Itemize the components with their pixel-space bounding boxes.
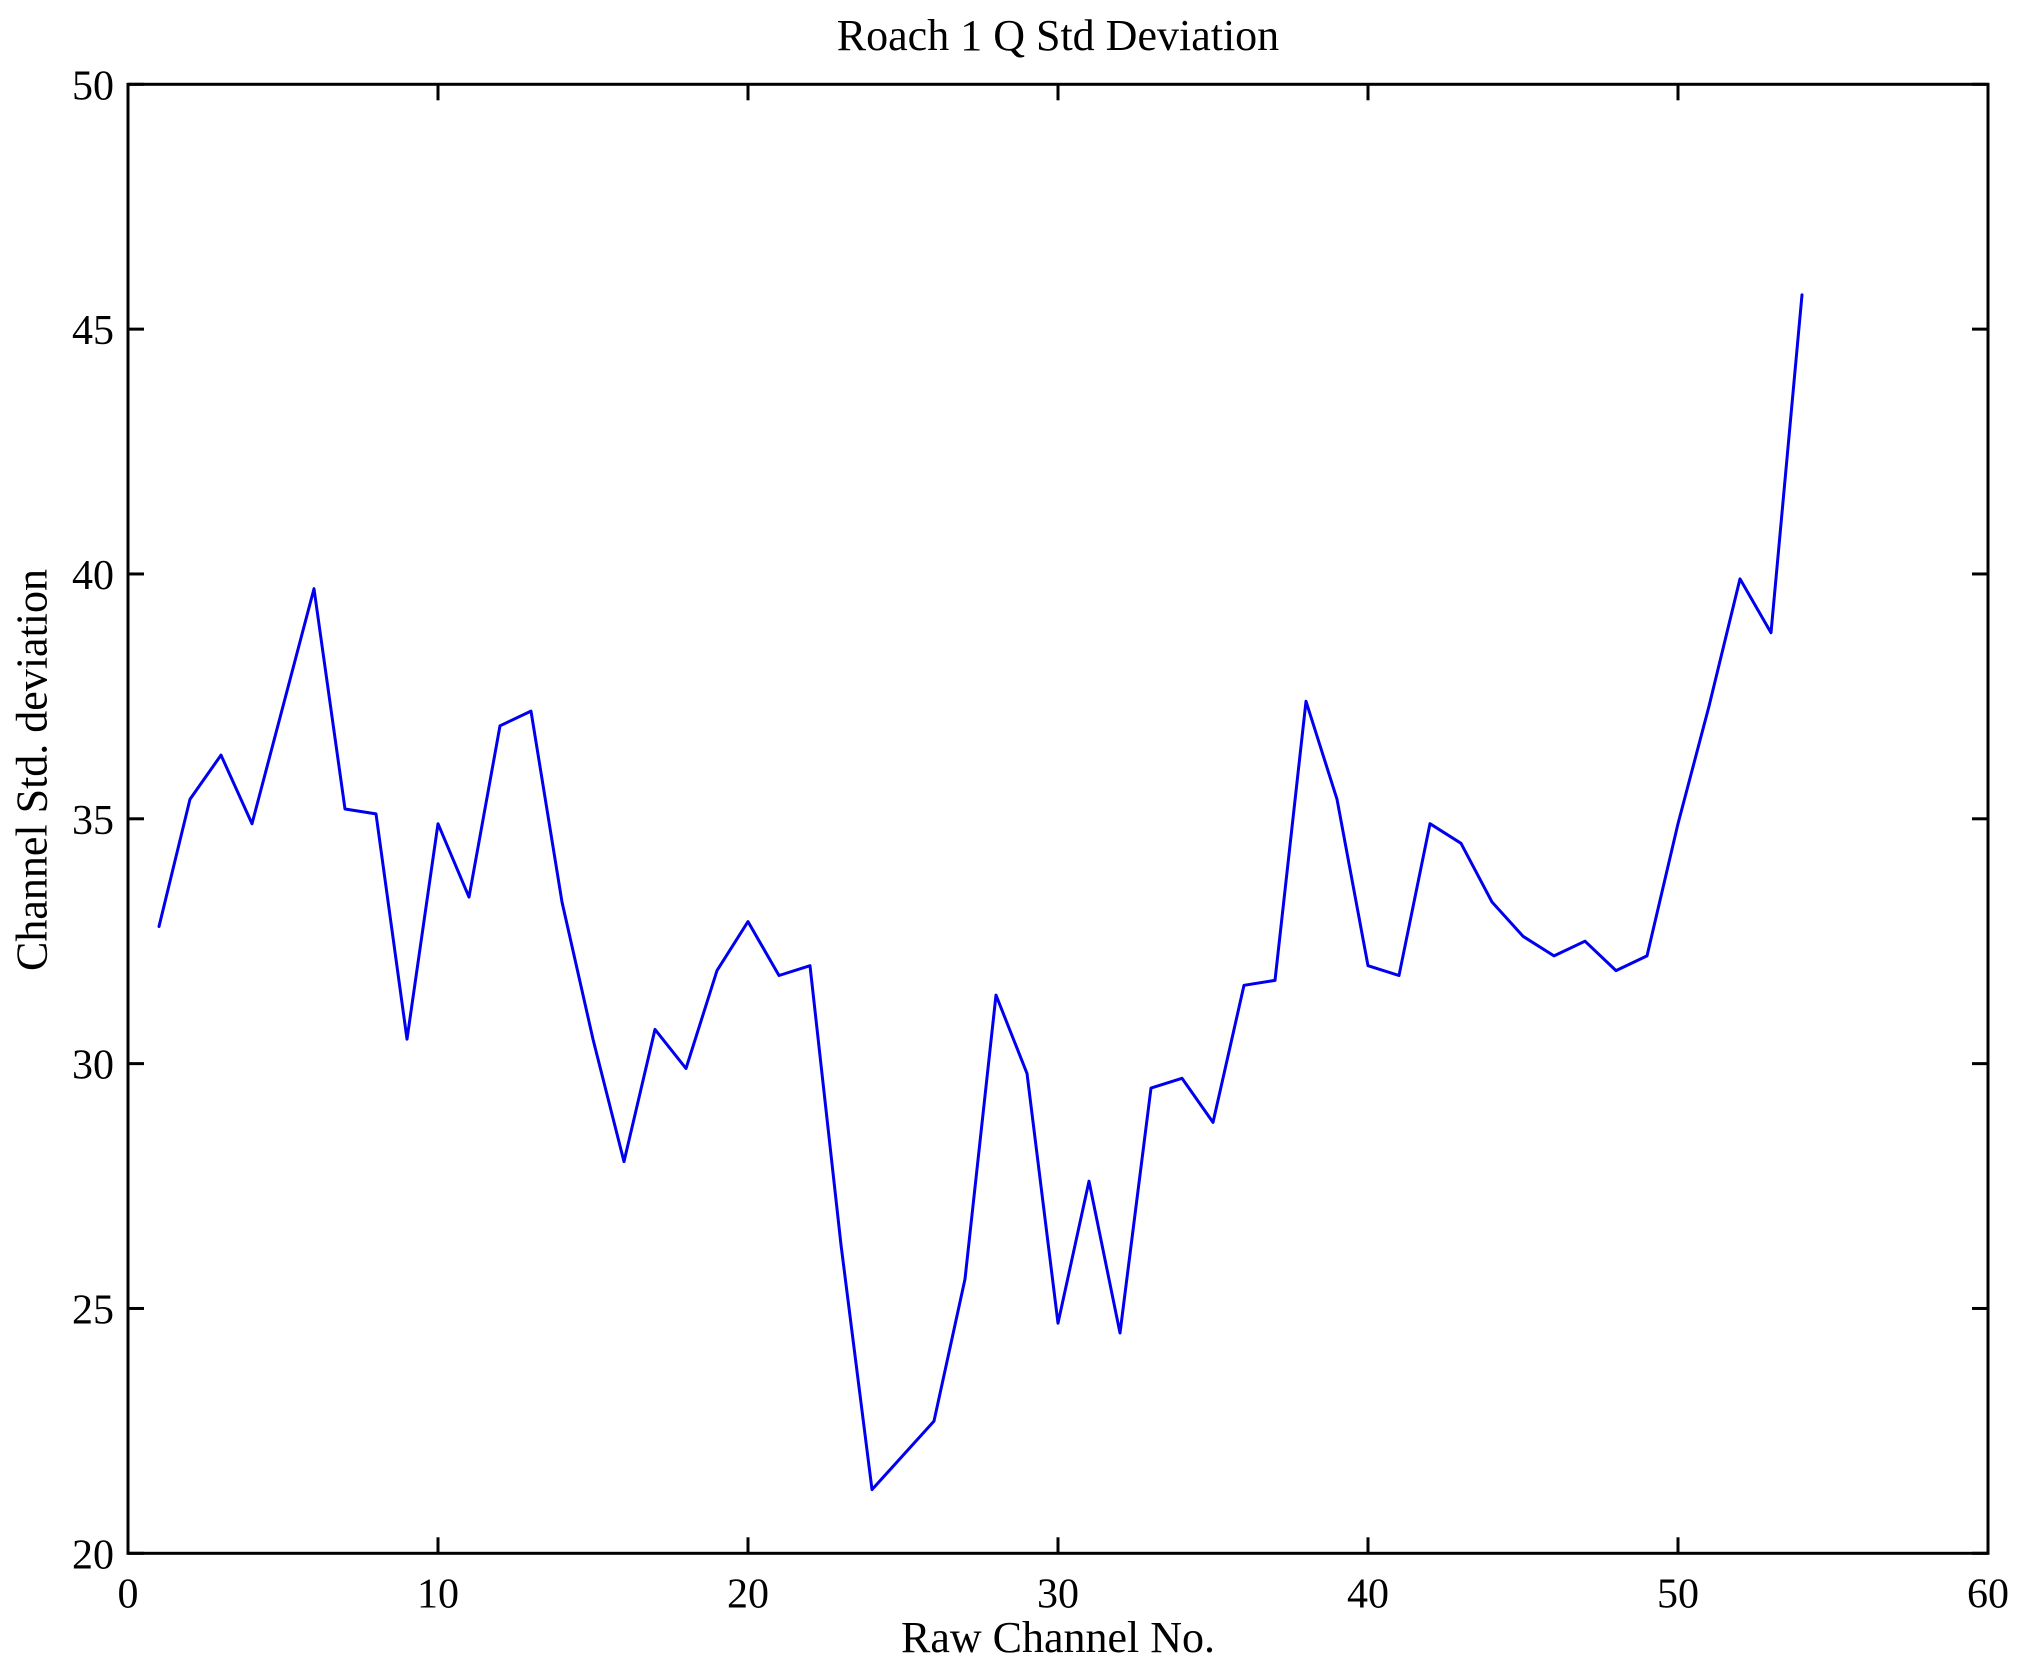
data-series-line (157, 293, 1804, 1492)
x-tick-label: 60 (1967, 1571, 2009, 1617)
x-tick-label: 30 (1037, 1571, 1079, 1617)
y-tick-label: 30 (72, 1043, 114, 1089)
chart-title: Roach 1 Q Std Deviation (836, 11, 1280, 60)
x-tick-label: 20 (727, 1571, 769, 1617)
y-tick-label: 35 (72, 798, 114, 844)
y-tick-label: 45 (72, 308, 114, 354)
y-tick-label: 25 (72, 1287, 114, 1333)
y-tick-label: 20 (72, 1532, 114, 1578)
x-axis-title: Raw Channel No. (900, 1613, 1216, 1662)
y-tick-label: 50 (72, 63, 114, 109)
plot-box (126, 82, 1990, 1555)
x-tick-label: 40 (1347, 1571, 1389, 1617)
y-tick-label: 40 (72, 553, 114, 599)
x-tick-label: 10 (417, 1571, 459, 1617)
x-tick-label: 0 (118, 1571, 139, 1617)
x-tick-label: 50 (1657, 1571, 1699, 1617)
